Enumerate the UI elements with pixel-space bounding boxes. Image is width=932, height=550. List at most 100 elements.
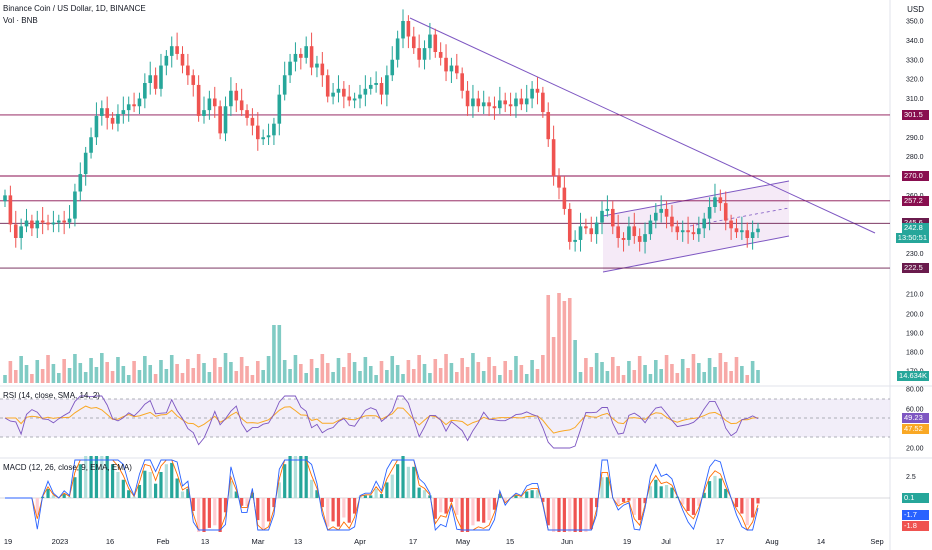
candle-body: [422, 48, 427, 60]
volume-bar: [13, 370, 18, 383]
macd-hist-bar: [272, 498, 276, 508]
volume-bar: [567, 298, 572, 383]
candle-body: [175, 46, 179, 54]
candle-body: [67, 218, 72, 223]
macd-hist-bar: [455, 498, 459, 515]
macd-hist-bar: [132, 496, 136, 498]
volume-bar: [261, 370, 265, 383]
candle-body: [632, 226, 637, 237]
candle-body: [395, 38, 400, 60]
rsi-line: [4, 395, 759, 449]
time-tick: 17: [716, 537, 724, 546]
volume-bar: [94, 367, 99, 383]
rsi-sma-line: [5, 405, 759, 434]
candle-body: [610, 208, 615, 227]
volume-bar: [347, 353, 352, 383]
volume-bar: [648, 374, 653, 383]
volume-bar: [89, 358, 93, 383]
macd-hist-bar: [186, 488, 190, 498]
volume-bar: [621, 375, 626, 383]
macd-line: [5, 459, 759, 531]
macd-hist-bar: [664, 485, 669, 498]
macd-hist-bar: [342, 498, 346, 518]
macd-hist-bar: [584, 498, 588, 532]
volume-bar: [363, 357, 368, 383]
candle-body: [320, 63, 325, 76]
rsi-value-tag: 49.23: [902, 413, 929, 423]
candle-body: [417, 48, 421, 60]
volume-bar: [417, 355, 421, 383]
time-tick: 16: [106, 537, 114, 546]
macd-hist-bar: [35, 498, 39, 515]
volume-bar: [643, 365, 647, 383]
macd-hist-bar: [336, 498, 341, 527]
candle-body: [24, 220, 29, 227]
candle-body: [223, 106, 228, 134]
candle-body: [261, 137, 265, 140]
volume-bar: [718, 353, 723, 383]
rsi-tick: 20.00: [906, 446, 924, 453]
candle-body: [745, 230, 750, 238]
volume-bar: [756, 370, 760, 383]
volume-bar: [137, 370, 142, 383]
volume-bar: [632, 370, 637, 383]
macd-hist-bar: [331, 498, 335, 522]
volume-bar: [83, 372, 88, 383]
time-tick: Feb: [157, 537, 170, 546]
macd-hist-bar: [266, 498, 271, 522]
macd-hist-bar: [568, 498, 572, 532]
candle-body: [718, 197, 723, 204]
macd-hist-bar: [202, 498, 206, 532]
volume-bar: [40, 369, 45, 383]
candle-body: [605, 208, 610, 211]
rsi-sma-tag: 47.52: [902, 424, 929, 434]
macd-hist-bar: [51, 495, 56, 498]
volume-bar: [218, 367, 222, 383]
volume-bar: [455, 372, 459, 383]
volume-bar: [745, 375, 750, 383]
macd-hist-bar: [535, 490, 540, 498]
candle-body: [654, 212, 658, 221]
volume-bar: [616, 366, 620, 383]
candle-body: [62, 220, 66, 223]
volume-bar: [675, 373, 680, 383]
volume-bar: [734, 357, 739, 383]
macd-hist-bar: [326, 498, 330, 527]
volume-bar: [557, 293, 561, 383]
candle-body: [557, 176, 561, 188]
volume-bar: [584, 358, 588, 383]
volume-bar: [562, 301, 567, 383]
macd-hist-bar: [449, 498, 454, 502]
candle-body: [347, 96, 352, 101]
candle-body: [498, 100, 502, 109]
volume-bar: [3, 375, 7, 383]
macd-hist-bar: [578, 498, 583, 532]
candle-body: [460, 73, 464, 91]
volume-bar: [250, 375, 255, 383]
time-tick: 17: [409, 537, 417, 546]
macd-hist-bar: [681, 498, 685, 505]
macd-hist-bar: [573, 498, 577, 532]
volume-bar: [654, 360, 658, 383]
candle-body: [664, 208, 669, 217]
time-tick: 13: [294, 537, 302, 546]
volume-bar: [422, 364, 427, 383]
macd-hist-bar: [595, 498, 599, 508]
volume-bar: [239, 357, 244, 383]
volume-bar: [471, 353, 475, 383]
candle-body: [524, 98, 529, 105]
candle-body: [444, 57, 448, 72]
candle-body: [212, 98, 217, 107]
candle-body: [309, 46, 314, 68]
macd-hist-bar: [492, 498, 497, 510]
macd-hist-bar: [164, 464, 168, 498]
candle-body: [471, 98, 475, 107]
time-tick: Jul: [661, 537, 671, 546]
volume-bar: [352, 362, 357, 383]
volume-bar: [180, 373, 185, 383]
volume-bar: [35, 360, 40, 383]
macd-value-tag: -1.7: [902, 510, 929, 520]
candle-body: [551, 139, 556, 176]
candle-body: [637, 236, 642, 242]
